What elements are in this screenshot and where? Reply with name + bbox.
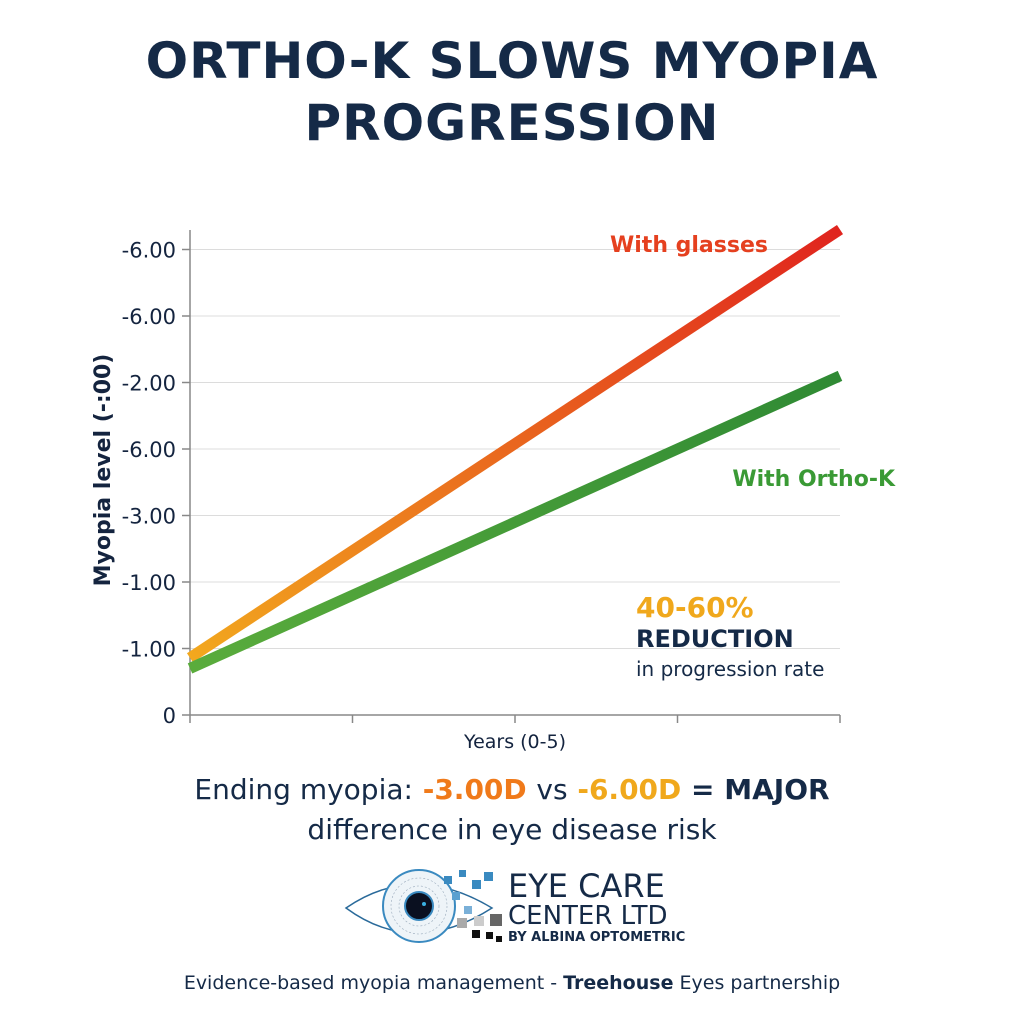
y-tick-label: -6.00: [122, 305, 176, 329]
logo-line1: EYE CARE: [508, 867, 665, 905]
reduction-rate: in progression rate: [636, 657, 825, 681]
y-tick-label: -1.00: [122, 571, 176, 595]
footer-text: Evidence-based myopia management - Treeh…: [0, 972, 1024, 994]
series-label-glasses: With glasses: [610, 233, 768, 258]
y-tick-label: 0: [163, 704, 176, 728]
ending-suffix: = MAJOR: [691, 773, 830, 806]
x-axis-label: Years (0-5): [463, 731, 566, 753]
page-title: ORTHO-K SLOWS MYOPIA PROGRESSION: [145, 32, 879, 152]
y-tick-label: -1.00: [122, 638, 176, 662]
ending-myopia-statement: Ending myopia: -3.00D vs -6.00D = MAJOR …: [0, 770, 1024, 850]
reduction-percent: 40-60%: [636, 591, 754, 624]
footer-suffix: Eyes partnership: [673, 972, 841, 994]
footer-prefix: Evidence-based myopia management -: [183, 972, 564, 994]
ending-value-orthok: -3.00D: [422, 773, 527, 806]
series-line-orthok: [187, 370, 843, 674]
y-tick-label: -2.00: [122, 372, 176, 396]
y-tick-label: -3.00: [122, 505, 176, 529]
ending-prefix: Ending myopia:: [194, 773, 413, 806]
y-tick-label: -6.00: [122, 239, 176, 263]
ending-value-glasses: -6.00D: [577, 773, 682, 806]
ending-vs: vs: [536, 773, 568, 806]
eye-logo-icon: [344, 869, 502, 943]
series-label-orthok: With Ortho-K: [732, 467, 896, 492]
y-tick-label: -6.00: [122, 438, 176, 462]
ending-line2: difference in eye disease risk: [307, 813, 717, 846]
footer-bold: Treehouse: [563, 972, 674, 994]
logo-line2: CENTER LTD: [508, 901, 668, 931]
reduction-heading: REDUCTION: [636, 625, 794, 653]
reduction-annotation: 40-60% REDUCTION in progression rate: [636, 592, 824, 684]
series-line-glasses: [186, 224, 844, 663]
y-axis-label: Myopia level (-:00): [91, 354, 116, 587]
logo-text: EYE CARE CENTER LTD BY ALBINA OPTOMETRIC: [508, 870, 685, 946]
logo-line3: BY ALBINA OPTOMETRIC: [508, 930, 686, 945]
